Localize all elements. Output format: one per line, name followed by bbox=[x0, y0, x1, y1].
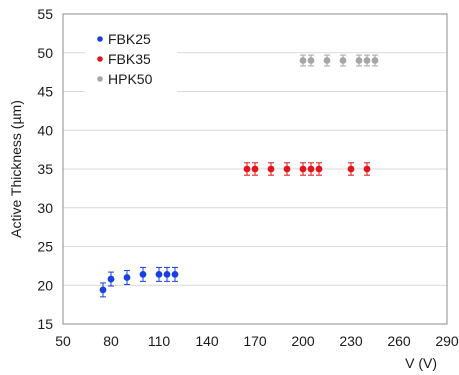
hpk50-point bbox=[339, 57, 347, 64]
legend-label-hpk50: HPK50 bbox=[108, 71, 153, 87]
fbk35-point bbox=[363, 165, 371, 173]
fbk25-point bbox=[155, 271, 163, 278]
y-tick-label: 35 bbox=[37, 161, 53, 177]
y-tick-label: 30 bbox=[37, 200, 53, 216]
y-tick-label: 25 bbox=[37, 239, 53, 255]
x-tick-label: 290 bbox=[435, 333, 459, 349]
legend-marker-fbk35 bbox=[97, 56, 103, 62]
fbk25-point bbox=[171, 271, 179, 278]
legend-marker-fbk25 bbox=[97, 36, 103, 42]
x-tick-label: 260 bbox=[387, 333, 411, 349]
fbk35-point bbox=[307, 165, 315, 173]
x-axis-label: V (V) bbox=[405, 355, 437, 371]
fbk25-point bbox=[123, 274, 131, 281]
x-tick-label: 230 bbox=[339, 333, 363, 349]
hpk50-point bbox=[363, 57, 371, 64]
x-tick-label: 50 bbox=[55, 333, 71, 349]
legend: FBK25 FBK35 HPK50 bbox=[85, 26, 177, 94]
fbk25-point bbox=[107, 275, 115, 283]
x-tick-label: 200 bbox=[291, 333, 315, 349]
y-tick-label: 50 bbox=[37, 45, 53, 61]
hpk50-point bbox=[307, 57, 315, 64]
y-tick-label: 15 bbox=[37, 316, 53, 332]
legend-label-fbk25: FBK25 bbox=[108, 31, 151, 47]
y-tick-label: 45 bbox=[37, 84, 53, 100]
fbk35-point bbox=[251, 165, 259, 173]
fbk35-point bbox=[347, 165, 355, 173]
fbk35-point bbox=[243, 165, 251, 173]
hpk50-point bbox=[299, 57, 307, 64]
fbk35-point bbox=[299, 165, 307, 173]
axes bbox=[62, 13, 448, 325]
fbk25-point bbox=[163, 271, 171, 278]
legend-marker-hpk50 bbox=[97, 76, 103, 82]
fbk35-point bbox=[283, 165, 291, 173]
fbk35-point bbox=[315, 165, 323, 173]
y-tick-label: 40 bbox=[37, 122, 53, 138]
x-tick-label: 110 bbox=[148, 333, 171, 349]
plot-area-border bbox=[62, 13, 448, 325]
x-tick-label: 80 bbox=[103, 333, 119, 349]
hpk50-point bbox=[371, 57, 379, 64]
data-points bbox=[99, 54, 379, 298]
y-tick-label: 20 bbox=[37, 277, 53, 293]
hpk50-point bbox=[323, 57, 331, 64]
y-tick-label: 55 bbox=[37, 6, 53, 22]
x-tick-label: 170 bbox=[243, 333, 267, 349]
hpk50-point bbox=[355, 57, 363, 64]
fbk35-point bbox=[267, 165, 275, 173]
legend-label-fbk35: FBK35 bbox=[108, 51, 151, 67]
fbk25-point bbox=[99, 286, 107, 294]
x-tick-label: 140 bbox=[195, 333, 219, 349]
y-axis-label: Active Thickness (µm) bbox=[8, 100, 24, 238]
tick-labels: 15 20 25 30 35 40 45 50 55 50 80 110 140 170 200 230 260… bbox=[37, 6, 458, 349]
fbk25-point bbox=[139, 271, 147, 278]
